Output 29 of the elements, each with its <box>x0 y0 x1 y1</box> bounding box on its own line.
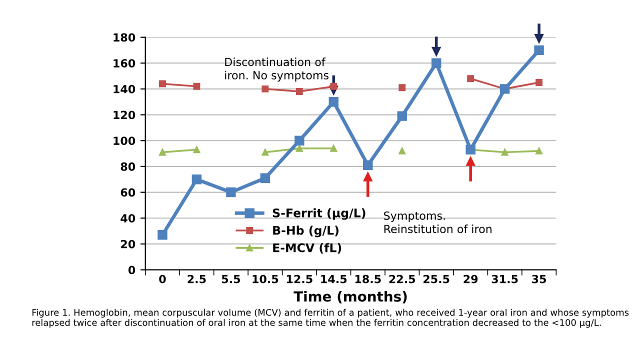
x-tick-label: 10.5 <box>252 274 278 284</box>
y-tick-label: 160 <box>114 59 136 68</box>
x-tick-label: 14.5 <box>321 275 347 284</box>
y-tick-label: 120 <box>114 110 136 120</box>
x-tick-label: 18.5 <box>355 274 381 284</box>
legend-label: B-Hb (g/L) <box>273 226 338 238</box>
y-tick-label: 40 <box>120 214 136 223</box>
x-tick-label: 31.5 <box>492 274 518 284</box>
x-tick-label: 2.5 <box>188 274 206 284</box>
y-tick-label: 140 <box>114 84 136 94</box>
x-tick-label: 12.5 <box>286 274 312 284</box>
x-tick-label: 29 <box>464 274 478 284</box>
x-axis-title: Time (months) <box>294 290 407 304</box>
y-tick-label: 100 <box>114 136 136 145</box>
annotation: Symptoms. Reinstitution of iron <box>384 211 492 234</box>
y-tick-label: 0 <box>128 266 136 274</box>
x-tick-label: 35 <box>532 274 546 284</box>
caption: Figure 1. Hemoglobin, mean corpuscular volume (MCV) and ferritin of a patient, who received 1-year oral iron and whose symptoms relapsed twice after discontinuation of oral iron at the same time when the ferritin concentration decreased to the <100 µg/L. <box>32 308 629 328</box>
x-tick-label: 25.5 <box>424 274 450 284</box>
y-tick-label: 60 <box>120 188 136 197</box>
y-tick-label: 80 <box>120 162 136 171</box>
y-tick-label: 180 <box>114 33 136 42</box>
legend-label: E-MCV (fL) <box>273 243 342 254</box>
x-tick-label: 5.5 <box>222 275 240 284</box>
legend-label: S-Ferrit (µg/L) <box>272 208 366 220</box>
x-tick-label: 0 <box>159 274 166 284</box>
annotation: Discontinuation of iron. No symptoms <box>225 58 329 82</box>
y-tick-label: 20 <box>121 240 136 248</box>
x-tick-label: 22.5 <box>389 274 416 284</box>
